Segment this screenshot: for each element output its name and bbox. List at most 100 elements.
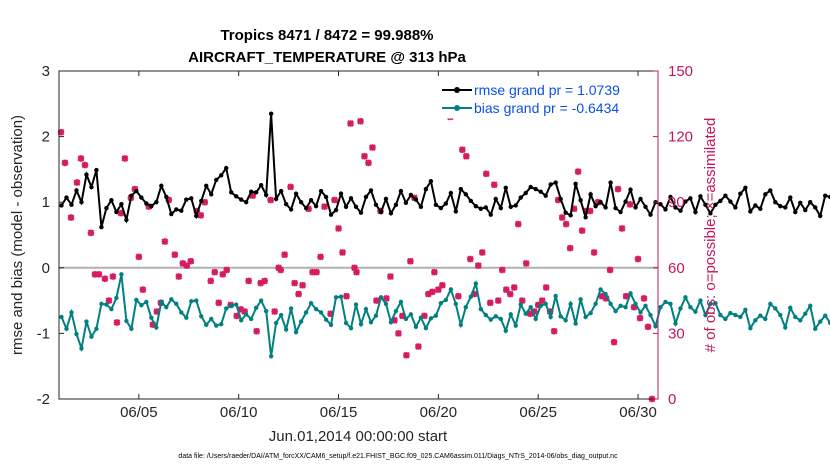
obs-count-marker	[277, 266, 284, 274]
y-left-tick-label: 0	[42, 260, 50, 277]
obs-count-marker	[399, 312, 406, 320]
rmse-point	[483, 205, 488, 210]
bias-point	[124, 318, 129, 324]
bias-point	[418, 315, 424, 320]
obs-count-marker	[313, 268, 320, 276]
rmse-point	[448, 190, 454, 196]
obs-count-marker	[145, 203, 153, 210]
bias-point	[164, 304, 169, 310]
obs-count-marker	[470, 290, 478, 298]
rmse-point	[79, 200, 84, 205]
obs-count-marker	[271, 308, 278, 315]
obs-count-marker	[223, 266, 231, 274]
bias-point	[818, 319, 823, 324]
bias-point	[313, 306, 319, 312]
obs-count-marker	[425, 290, 432, 298]
x-axis-label: Jun.01,2014 00:00:00 start	[269, 428, 448, 445]
rmse-point	[378, 209, 384, 215]
obs-count-marker	[618, 225, 626, 232]
bias-point	[234, 302, 239, 307]
rmse-point	[189, 196, 194, 201]
bias-point	[79, 346, 84, 351]
bias-point	[448, 287, 454, 292]
bias-point	[468, 294, 474, 299]
rmse-point	[328, 212, 334, 217]
obs-count-marker	[237, 306, 245, 313]
rmse-point	[583, 215, 588, 220]
obs-count-marker	[131, 185, 139, 193]
obs-count-marker	[361, 152, 368, 160]
bias-point	[189, 299, 194, 304]
bias-point	[74, 331, 79, 337]
obs-count-marker	[365, 159, 372, 167]
rmse-point	[553, 180, 558, 185]
bias-point	[593, 301, 598, 307]
obs-count-marker	[467, 255, 474, 263]
obs-count-marker	[305, 205, 312, 213]
y-axis-right-ticks: 0 30 60 90 120 150	[653, 63, 693, 408]
obs-count-marker	[490, 181, 498, 189]
rmse-point	[798, 200, 803, 206]
bias-point	[803, 311, 808, 316]
rmse-point	[808, 200, 813, 205]
y-left-tick-label: 3	[42, 63, 50, 80]
bias-point	[798, 318, 803, 323]
rmse-point	[119, 201, 124, 207]
rmse-point	[748, 209, 753, 214]
obs-count-marker	[526, 310, 534, 318]
obs-count-marker	[299, 281, 306, 289]
rmse-point	[733, 205, 738, 210]
bias-point	[258, 298, 264, 303]
obs-count-marker	[149, 321, 157, 328]
obs-count-marker	[578, 227, 586, 234]
obs-count-marker	[463, 152, 470, 160]
bias-point	[139, 302, 144, 308]
obs-count-marker	[534, 301, 542, 309]
legend-rmse-label: rmse grand pr = 1.0739	[474, 82, 620, 98]
bias-point	[518, 302, 523, 307]
obs-count-marker	[373, 297, 380, 304]
obs-count-marker	[245, 277, 252, 285]
obs-count-marker	[335, 225, 342, 232]
rmse-point	[533, 186, 538, 192]
rmse-point	[184, 197, 189, 202]
bias-point	[488, 317, 493, 322]
bias-point	[243, 312, 249, 317]
bias-point	[273, 320, 279, 326]
obs-count-marker	[281, 251, 288, 258]
bias-point	[268, 354, 274, 359]
bias-point	[333, 295, 339, 300]
bias-point	[288, 306, 294, 311]
obs-count-marker	[407, 257, 414, 265]
rmse-point	[438, 205, 444, 211]
rmse-point	[398, 188, 404, 194]
bias-point	[159, 299, 164, 305]
bias-point	[224, 306, 229, 311]
obs-count-marker	[87, 229, 95, 237]
rmse-point	[548, 182, 553, 187]
obs-count-marker	[614, 185, 622, 193]
rmse-point	[593, 203, 598, 209]
rmse-point	[763, 192, 768, 197]
rmse-point	[688, 196, 693, 201]
obs-count-marker	[429, 288, 436, 296]
y-axis-left-label: rmse and bias (model - observation)	[9, 115, 26, 355]
rmse-point	[598, 200, 603, 205]
bias-point	[653, 323, 658, 329]
bias-point	[463, 304, 469, 310]
series-layer	[57, 98, 830, 403]
obs-count-marker	[610, 338, 618, 346]
bias-point	[174, 301, 179, 307]
rmse-point	[698, 194, 703, 199]
obs-count-marker	[391, 316, 398, 324]
plot-area	[59, 71, 658, 399]
bias-point	[114, 295, 119, 301]
obs-count-marker	[343, 292, 350, 300]
obs-count-marker	[135, 253, 143, 261]
bias-point	[343, 320, 349, 326]
bias-point	[743, 307, 748, 312]
obs-count-marker	[494, 297, 502, 304]
bias-point	[603, 291, 608, 297]
rmse-point	[164, 194, 169, 200]
obs-count-marker	[117, 209, 125, 217]
